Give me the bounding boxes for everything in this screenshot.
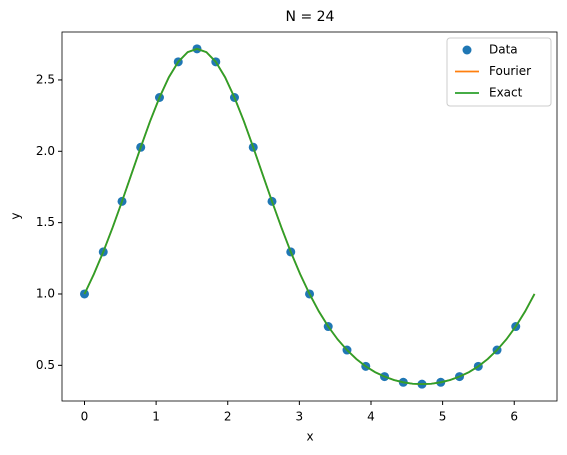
y-tick-label: 0.5	[36, 358, 55, 372]
line	[83, 47, 536, 386]
data-point	[79, 289, 89, 299]
x-tick-label: 3	[296, 410, 304, 424]
plot-frame	[61, 31, 558, 402]
y-axis-label: y	[9, 212, 23, 219]
y-tick-label: 1.0	[36, 286, 55, 300]
legend-label: Data	[489, 43, 518, 57]
y-tick-label: 1.5	[36, 215, 55, 229]
x-tick-label: 1	[152, 410, 160, 424]
y-tick-label: 2.5	[36, 72, 55, 86]
x-tick-label: 2	[224, 410, 232, 424]
x-axis-label: x	[306, 430, 313, 444]
y-tick-label: 2.0	[36, 144, 55, 158]
chart-title: N = 24	[286, 9, 335, 25]
legend-label: Exact	[489, 86, 523, 100]
x-tick-label: 4	[367, 410, 375, 424]
legend-label: Fourier	[489, 64, 531, 78]
legend-marker	[462, 45, 472, 55]
x-tick-label: 6	[510, 410, 518, 424]
legend-box	[446, 37, 552, 107]
x-tick-label: 0	[81, 410, 89, 424]
x-tick-label: 5	[439, 410, 447, 424]
